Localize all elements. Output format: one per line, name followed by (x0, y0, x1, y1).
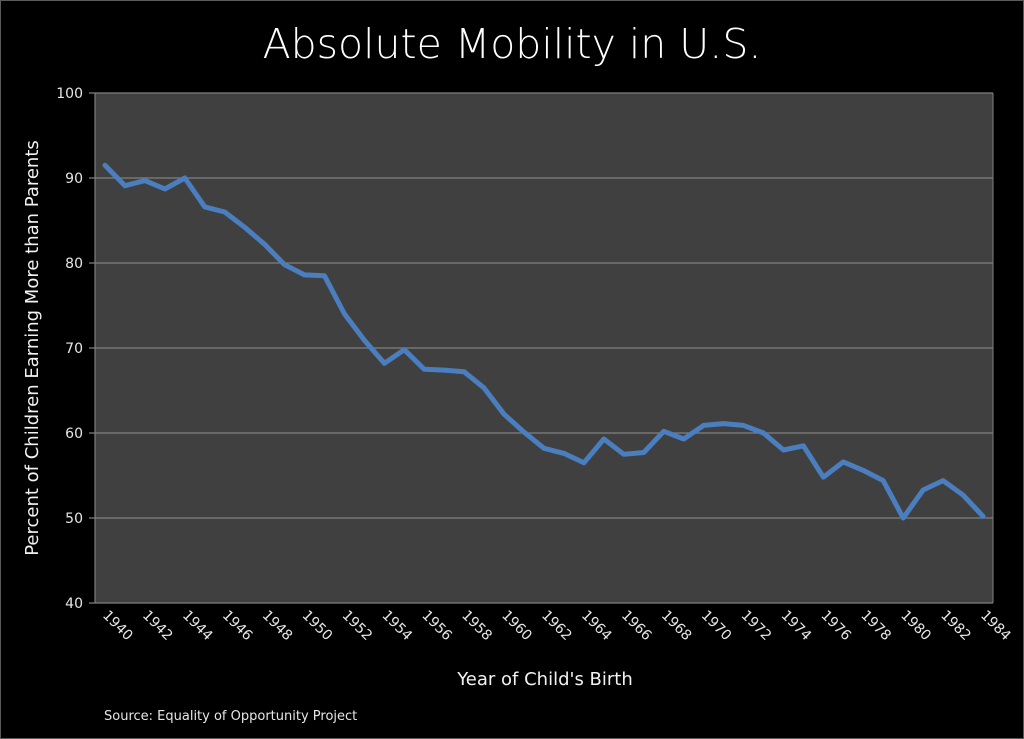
x-tick-label: 1948 (259, 608, 296, 645)
x-tick-label: 1946 (219, 608, 256, 645)
x-tick-label: 1944 (179, 608, 216, 645)
y-tick-label: 40 (65, 596, 83, 612)
y-axis-label: Percent of Children Earning More than Pa… (22, 140, 43, 556)
x-tick-label: 1974 (778, 608, 815, 645)
x-tick-label: 1970 (698, 608, 735, 645)
x-tick-label: 1960 (498, 608, 535, 645)
y-tick-label: 100 (56, 86, 83, 102)
y-tick-label: 60 (65, 426, 83, 442)
y-tick-label: 80 (65, 256, 83, 272)
y-tick-label: 70 (65, 341, 83, 357)
x-tick-label: 1952 (339, 608, 376, 645)
x-tick-label: 1984 (977, 608, 1014, 645)
chart-title: Absolute Mobility in U.S. (263, 20, 762, 68)
x-tick-label: 1968 (658, 608, 695, 645)
source-note: Source: Equality of Opportunity Project (104, 709, 357, 724)
x-tick-label: 1954 (379, 608, 416, 645)
x-tick-label: 1962 (538, 608, 575, 645)
series-group (102, 162, 986, 521)
y-tick-label: 50 (65, 511, 83, 527)
x-tick-label: 1958 (458, 608, 495, 645)
y-tick-label: 90 (65, 171, 83, 187)
x-tick-label: 1964 (578, 608, 615, 645)
x-axis-label: Year of Child's Birth (456, 669, 633, 690)
x-tick-label: 1978 (857, 608, 894, 645)
y-axis-ticks: 40 50 60 70 80 90 100 (56, 86, 83, 612)
x-tick-label: 1966 (618, 608, 655, 645)
x-tick-label: 1976 (818, 608, 855, 645)
x-tick-label: 1980 (897, 608, 934, 645)
gridlines (89, 92, 994, 604)
x-tick-label: 1942 (139, 608, 176, 645)
x-tick-label: 1982 (937, 608, 974, 645)
x-tick-label: 1956 (418, 608, 455, 645)
x-tick-label: 1972 (738, 608, 775, 645)
x-axis-ticks: 1940 1942 1944 1946 1948 1950 1952 1954 1956 1958… (99, 608, 1014, 645)
x-tick-label: 1950 (299, 608, 336, 645)
x-tick-label: 1940 (99, 608, 136, 645)
